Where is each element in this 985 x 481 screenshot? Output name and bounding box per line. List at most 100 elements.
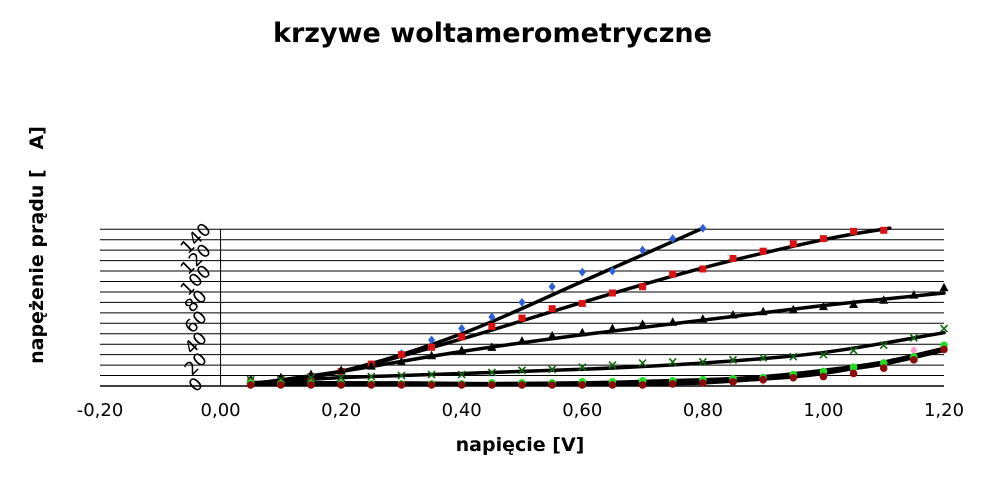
data-point — [728, 309, 738, 319]
data-point — [608, 289, 616, 297]
data-point — [910, 356, 918, 364]
data-point — [427, 370, 436, 379]
data-point — [819, 372, 828, 381]
trend-line — [248, 330, 946, 385]
data-point — [548, 365, 557, 374]
data-point — [849, 369, 858, 378]
data-point — [548, 381, 556, 389]
data-point — [638, 319, 648, 328]
data-point — [306, 373, 316, 382]
data-point — [517, 336, 527, 345]
data-point — [729, 255, 737, 263]
data-point — [728, 355, 738, 364]
data-point — [488, 322, 496, 330]
data-point — [759, 375, 767, 384]
data-point — [397, 381, 406, 389]
data-point — [607, 323, 617, 333]
data-point — [427, 350, 437, 360]
data-point — [669, 270, 677, 278]
data-point — [638, 381, 647, 389]
data-point — [457, 381, 466, 389]
data-point — [940, 345, 948, 354]
data-point — [668, 357, 677, 367]
data-point — [458, 324, 466, 334]
data-point — [879, 341, 888, 350]
data-point — [396, 356, 406, 366]
data-point — [789, 373, 798, 382]
x-tick-label: 1,00 — [803, 400, 843, 421]
data-point — [457, 370, 466, 379]
x-tick-label: 0,40 — [442, 400, 482, 421]
data-point — [276, 372, 286, 382]
data-point — [608, 266, 616, 276]
data-point — [337, 381, 345, 389]
data-point — [428, 343, 436, 351]
data-point — [669, 234, 677, 244]
data-point — [819, 235, 827, 243]
data-point — [939, 324, 949, 333]
data-point — [850, 227, 858, 235]
data-point — [366, 361, 376, 370]
x-tick-label: 0,60 — [562, 400, 602, 421]
data-point — [397, 351, 405, 359]
data-point — [879, 364, 888, 373]
data-point — [639, 245, 647, 255]
data-point — [759, 353, 768, 362]
data-point — [547, 330, 557, 340]
data-point — [849, 363, 858, 371]
data-point — [849, 299, 859, 308]
data-point — [488, 312, 496, 322]
data-point — [910, 345, 918, 355]
data-point — [818, 301, 828, 311]
data-point — [880, 226, 888, 234]
data-point — [788, 304, 798, 314]
data-point — [367, 372, 376, 381]
data-point — [548, 282, 556, 292]
data-point — [879, 359, 888, 367]
data-point — [638, 358, 647, 368]
data-points — [246, 223, 949, 389]
data-point — [578, 363, 587, 372]
chart-title: krzywe woltamerometryczne — [273, 18, 712, 49]
data-point — [819, 367, 828, 376]
x-axis-label: napięcie [V] — [455, 434, 585, 456]
data-point — [397, 371, 406, 380]
x-tick-label: 0,20 — [321, 400, 361, 421]
data-point — [487, 342, 497, 351]
data-point — [577, 327, 587, 337]
data-point — [608, 361, 617, 370]
data-point — [729, 378, 737, 386]
data-point — [488, 381, 496, 389]
data-point — [578, 299, 586, 307]
data-point — [517, 366, 527, 375]
data-point — [909, 290, 919, 299]
data-point — [578, 381, 587, 389]
x-tick-label: 0,80 — [683, 400, 723, 421]
data-point — [578, 267, 586, 277]
data-point — [668, 380, 677, 388]
data-point — [337, 373, 346, 382]
data-point — [758, 306, 768, 316]
data-point — [699, 223, 707, 233]
x-tick-label: 1,20 — [924, 400, 964, 421]
data-point — [759, 247, 767, 255]
data-point — [699, 379, 707, 387]
data-point — [789, 240, 797, 248]
data-point — [307, 381, 315, 389]
data-point — [819, 350, 828, 359]
data-point — [939, 282, 949, 292]
data-point — [789, 352, 798, 361]
data-point — [246, 381, 255, 389]
data-point — [699, 265, 707, 273]
data-point — [608, 381, 617, 389]
data-point — [548, 305, 556, 313]
data-point — [698, 357, 707, 367]
data-point — [487, 368, 496, 377]
trend-line — [248, 226, 705, 386]
data-point — [518, 297, 526, 307]
x-tick-label: -0,20 — [77, 400, 124, 421]
data-point — [698, 314, 708, 323]
x-tick-label: 0,00 — [201, 400, 241, 421]
data-point — [427, 381, 436, 389]
